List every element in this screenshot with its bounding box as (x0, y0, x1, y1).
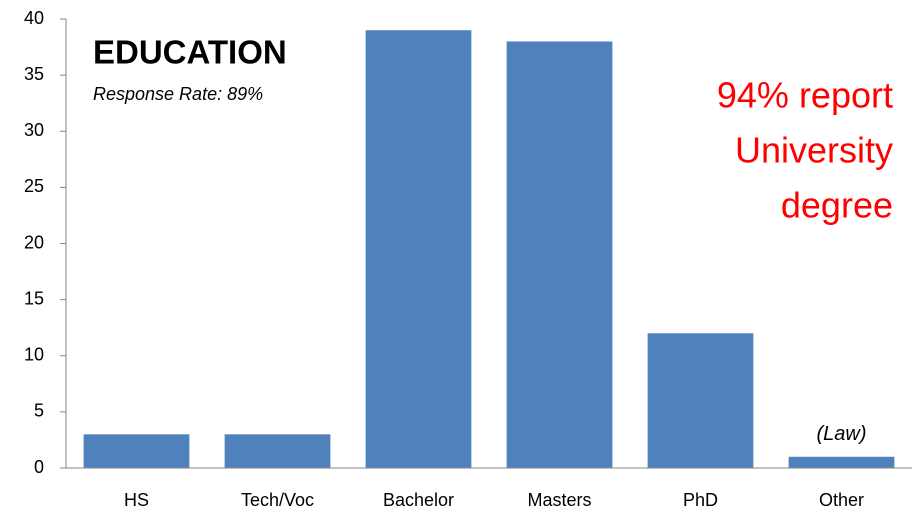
y-tick-label: 35 (24, 64, 44, 84)
y-tick-label: 5 (34, 401, 44, 421)
y-tick-label: 25 (24, 176, 44, 196)
bar (83, 434, 190, 468)
y-tick-label: 20 (24, 232, 44, 252)
x-tick-label: Masters (527, 490, 591, 510)
y-tick-label: 10 (24, 345, 44, 365)
x-tick-label: Tech/Voc (241, 490, 314, 510)
x-tick-label: Bachelor (383, 490, 454, 510)
callout-line: degree (781, 185, 893, 226)
chart-subtitle: Response Rate: 89% (93, 84, 263, 104)
bar-note: (Law) (816, 423, 866, 445)
x-tick-label: PhD (683, 490, 718, 510)
bar (647, 333, 754, 468)
y-tick-label: 0 (34, 457, 44, 477)
y-tick-label: 40 (24, 8, 44, 28)
x-tick-label: Other (819, 490, 864, 510)
chart-title: EDUCATION (93, 34, 287, 71)
callout-line: University (735, 130, 893, 171)
callout-line: 94% report (717, 75, 893, 116)
x-tick-label: HS (124, 490, 149, 510)
y-tick-label: 30 (24, 120, 44, 140)
bar (365, 30, 472, 468)
bar (506, 41, 613, 468)
bar (788, 456, 895, 468)
y-tick-label: 15 (24, 288, 44, 308)
bar (224, 434, 331, 468)
